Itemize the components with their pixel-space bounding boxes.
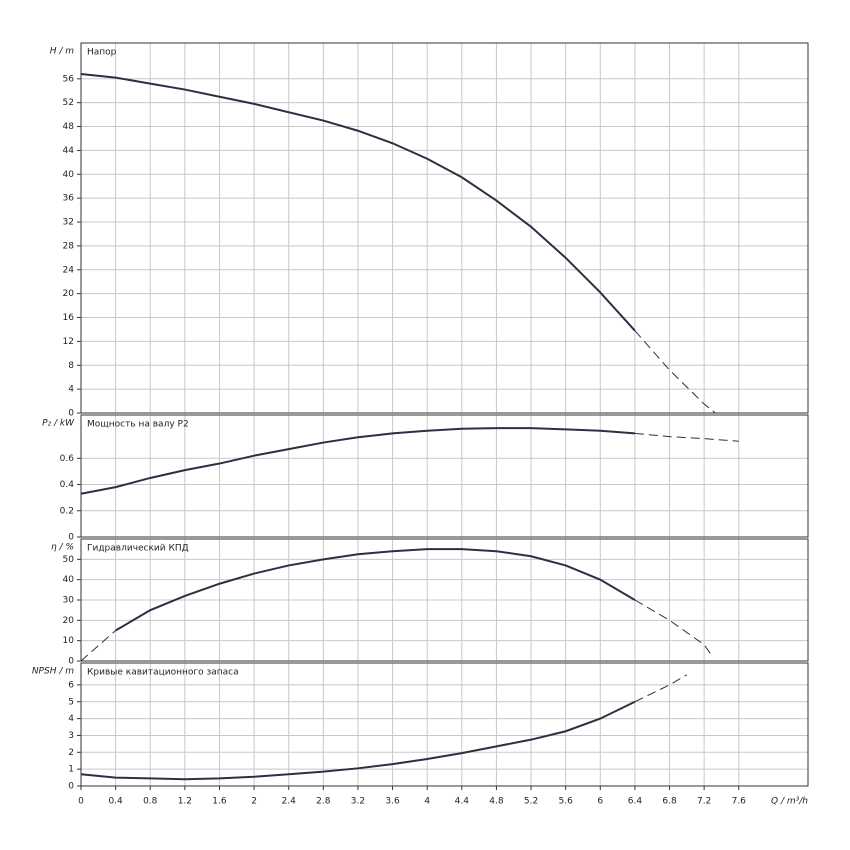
curve <box>115 548 636 632</box>
x-tick-label: 5.6 <box>559 797 574 807</box>
y-tick-label: 0.2 <box>60 506 74 516</box>
curve <box>80 630 116 662</box>
x-tick-label: 4.4 <box>455 797 470 807</box>
y-tick-label: 6 <box>68 680 74 690</box>
x-tick-label: 2.8 <box>316 797 331 807</box>
curve <box>634 432 739 442</box>
y-axis-label: P₂ / kW <box>42 419 75 429</box>
x-tick-label: 1.6 <box>212 797 227 807</box>
y-tick-label: 5 <box>68 697 74 707</box>
curve <box>634 674 688 703</box>
y-tick-label: 40 <box>63 575 75 585</box>
x-tick-label: 7.6 <box>732 797 747 807</box>
curve <box>80 700 636 781</box>
x-tick-label: 1.2 <box>178 797 192 807</box>
curve <box>634 599 714 658</box>
x-tick-label: 0 <box>78 797 84 807</box>
x-tick-label: 6 <box>597 797 603 807</box>
y-tick-label: 0 <box>68 657 74 667</box>
x-tick-label: 7.2 <box>697 797 711 807</box>
curve <box>80 427 635 495</box>
y-tick-label: 10 <box>63 636 75 646</box>
y-tick-label: 0 <box>68 533 74 543</box>
panel-frame <box>80 414 809 538</box>
y-tick-label: 24 <box>63 265 75 275</box>
x-axis-label: Q / m³/h <box>771 797 808 807</box>
y-tick-label: 48 <box>63 122 75 132</box>
x-tick-label: 6.4 <box>628 797 643 807</box>
x-tick-label: 0.8 <box>143 797 158 807</box>
y-tick-label: 30 <box>63 596 75 606</box>
y-axis-label: H / m <box>50 47 75 57</box>
x-tick-label: 2.4 <box>282 797 297 807</box>
y-tick-label: 40 <box>63 170 75 180</box>
panel-title: Кривые кавитационного запаса <box>87 668 239 678</box>
y-tick-label: 44 <box>63 146 75 156</box>
y-tick-label: 20 <box>63 616 75 626</box>
y-tick-label: 12 <box>63 337 74 347</box>
y-axis-label: NPSH / m <box>32 667 74 677</box>
y-tick-label: 16 <box>63 313 75 323</box>
y-tick-label: 36 <box>63 194 75 204</box>
x-tick-label: 4 <box>424 797 430 807</box>
x-tick-label: 4.8 <box>489 797 504 807</box>
y-axis-label: η / % <box>51 543 74 553</box>
y-tick-label: 0.6 <box>60 454 75 464</box>
y-tick-label: 2 <box>68 748 74 758</box>
panel-frame <box>80 538 809 662</box>
panel-title: Гидравлический КПД <box>87 544 189 554</box>
panel-frame <box>80 42 809 414</box>
panel-frame <box>80 662 809 787</box>
y-tick-label: 32 <box>63 218 74 228</box>
x-tick-label: 2 <box>251 797 257 807</box>
y-tick-label: 20 <box>63 289 75 299</box>
y-tick-label: 8 <box>68 361 74 371</box>
panel-title: Напор <box>87 48 117 58</box>
x-tick-label: 6.8 <box>662 797 677 807</box>
y-tick-label: 4 <box>68 385 74 395</box>
x-tick-label: 5.2 <box>524 797 538 807</box>
x-tick-label: 3.6 <box>385 797 400 807</box>
y-tick-label: 3 <box>68 731 74 741</box>
panel-title: Мощность на валу P2 <box>87 420 189 430</box>
y-tick-label: 0 <box>68 782 74 792</box>
curve <box>634 330 716 414</box>
x-tick-label: 3.2 <box>351 797 365 807</box>
y-tick-label: 56 <box>63 74 75 84</box>
y-tick-label: 50 <box>63 555 75 565</box>
y-tick-label: 0 <box>68 409 74 419</box>
y-tick-label: 52 <box>63 98 74 108</box>
y-tick-label: 4 <box>68 714 74 724</box>
curve <box>80 73 636 332</box>
y-tick-label: 28 <box>63 241 75 251</box>
y-tick-label: 0.4 <box>60 480 75 490</box>
y-tick-label: 1 <box>68 765 74 775</box>
x-tick-label: 0.4 <box>108 797 123 807</box>
